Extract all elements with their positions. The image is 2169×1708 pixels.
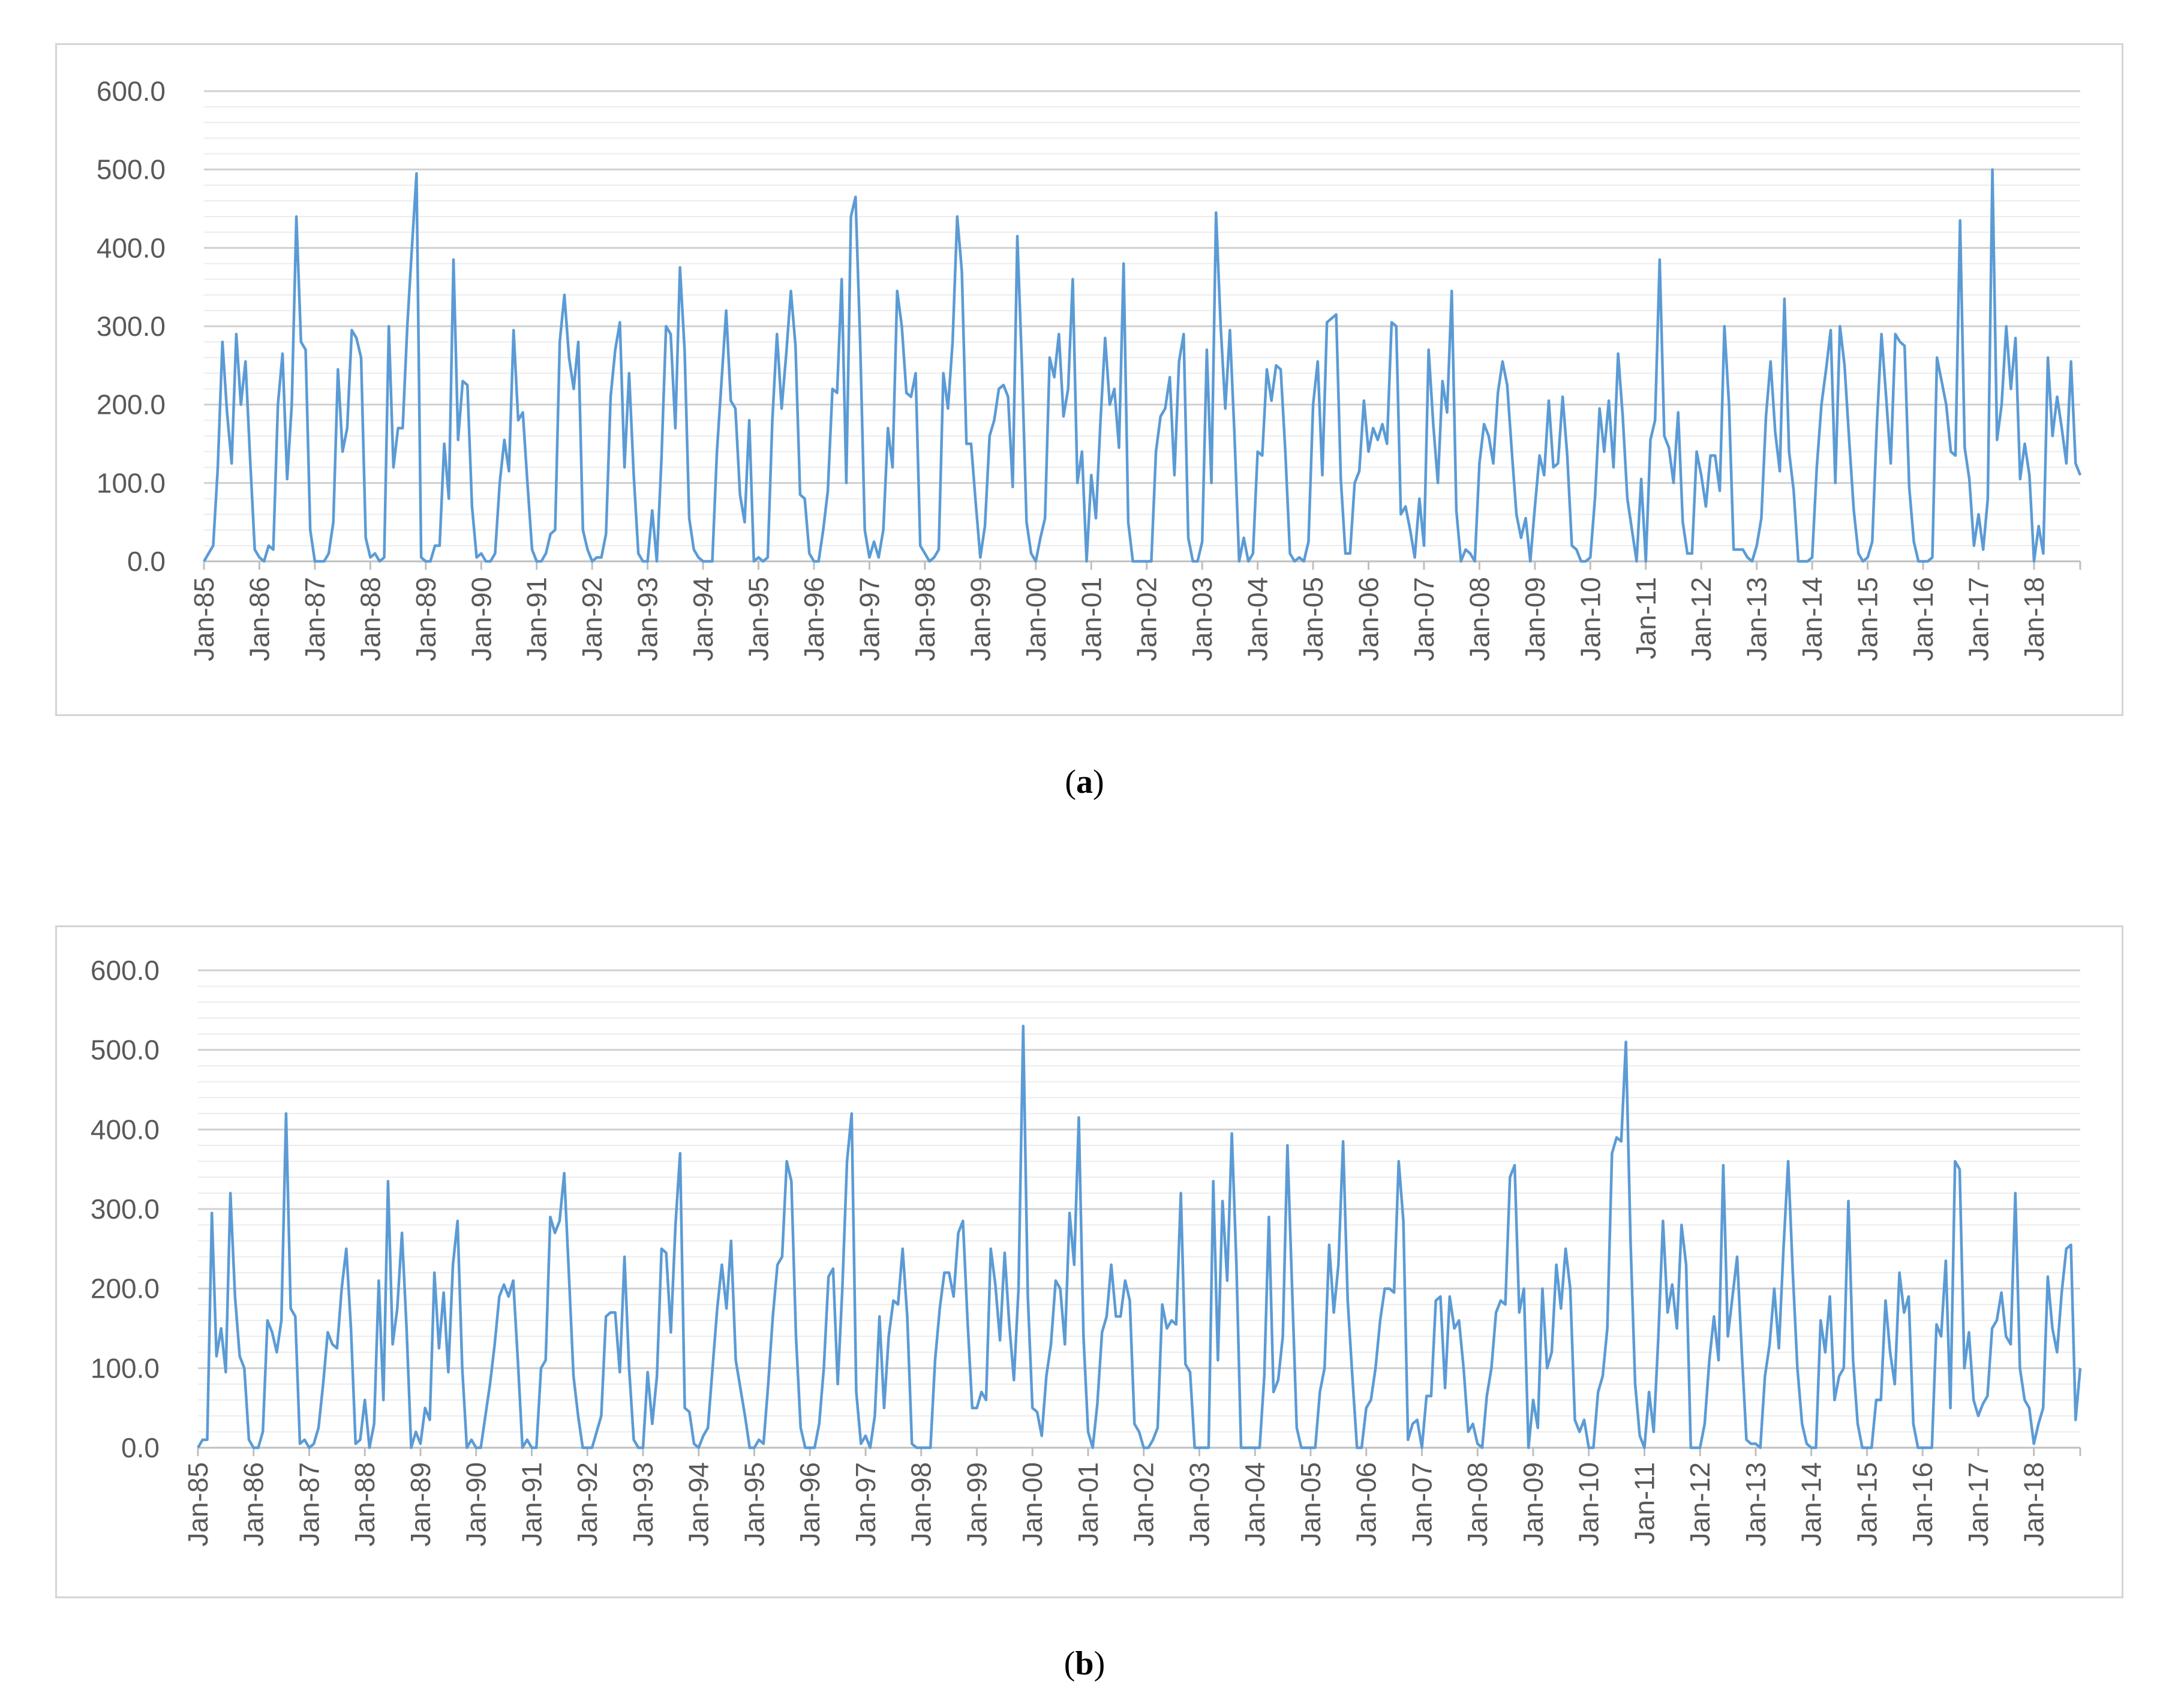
y-tick-label: 400.0 — [97, 232, 166, 263]
x-tick-label: Jan-93 — [632, 577, 663, 661]
chart-a-frame — [55, 43, 2123, 716]
x-tick-label: Jan-94 — [687, 577, 719, 661]
x-tick-label: Jan-09 — [1519, 577, 1551, 661]
x-tick-label: Jan-88 — [355, 577, 386, 661]
caption-b: (b) — [1064, 1645, 1105, 1682]
x-tick-label: Jan-91 — [521, 577, 552, 661]
x-tick-label: Jan-06 — [1353, 577, 1384, 661]
y-tick-label: 600.0 — [97, 76, 166, 107]
x-tick-label: Jan-08 — [1462, 1462, 1493, 1547]
x-tick-label: Jan-14 — [1797, 577, 1828, 661]
x-tick-label: Jan-07 — [1406, 1462, 1437, 1547]
x-tick-label: Jan-90 — [461, 1462, 492, 1547]
x-tick-label: Jan-99 — [965, 577, 996, 661]
x-tick-label: Jan-96 — [798, 577, 830, 661]
x-tick-label: Jan-18 — [2018, 1462, 2050, 1547]
x-tick-label: Jan-88 — [349, 1462, 380, 1547]
x-tick-label: Jan-03 — [1186, 577, 1218, 661]
y-tick-label: 0.0 — [127, 546, 166, 577]
x-tick-label: Jan-99 — [961, 1462, 992, 1547]
x-tick-label: Jan-95 — [743, 577, 774, 661]
x-tick-label: Jan-00 — [1017, 1462, 1048, 1547]
x-tick-label: Jan-97 — [854, 577, 885, 661]
x-tick-label: Jan-92 — [576, 577, 608, 661]
y-tick-label: 200.0 — [91, 1273, 160, 1304]
x-tick-label: Jan-09 — [1518, 1462, 1549, 1547]
x-tick-label: Jan-90 — [465, 577, 497, 661]
x-tick-label: Jan-13 — [1740, 1462, 1771, 1547]
x-tick-label: Jan-10 — [1573, 1462, 1605, 1547]
x-tick-label: Jan-15 — [1852, 577, 1883, 661]
x-tick-label: Jan-12 — [1686, 577, 1717, 661]
x-tick-label: Jan-12 — [1684, 1462, 1716, 1547]
x-tick-label: Jan-13 — [1741, 577, 1773, 661]
x-tick-label: Jan-91 — [516, 1462, 547, 1547]
x-tick-label: Jan-01 — [1076, 577, 1107, 661]
y-tick-label: 0.0 — [121, 1432, 160, 1463]
x-tick-label: Jan-92 — [572, 1462, 603, 1547]
x-tick-label: Jan-04 — [1242, 577, 1273, 661]
x-tick-label: Jan-18 — [2018, 577, 2050, 661]
x-tick-label: Jan-98 — [906, 1462, 937, 1547]
x-tick-label: Jan-02 — [1128, 1462, 1159, 1547]
x-tick-label: Jan-08 — [1464, 577, 1495, 661]
y-tick-label: 100.0 — [97, 467, 166, 498]
x-tick-label: Jan-85 — [188, 577, 220, 661]
y-tick-label: 400.0 — [91, 1114, 160, 1145]
x-tick-label: Jan-87 — [293, 1462, 325, 1547]
x-tick-label: Jan-02 — [1131, 577, 1162, 661]
x-tick-label: Jan-95 — [738, 1462, 770, 1547]
x-tick-label: Jan-03 — [1183, 1462, 1215, 1547]
chart-b: 0.0 100.0 200.0 300.0 400.0 500.0 600.0 Jan-85 J… — [91, 955, 2082, 1547]
x-tick-label: Jan-94 — [683, 1462, 714, 1547]
x-tick-label: Jan-00 — [1020, 577, 1052, 661]
x-tick-label: Jan-14 — [1796, 1462, 1827, 1547]
x-tick-label: Jan-17 — [1963, 1462, 1994, 1547]
y-tick-label: 100.0 — [91, 1352, 160, 1384]
x-tick-label: Jan-89 — [410, 577, 441, 661]
series-line — [197, 1024, 2082, 1450]
x-tick-label: Jan-04 — [1239, 1462, 1270, 1547]
x-tick-label: Jan-01 — [1073, 1462, 1104, 1547]
x-tick-label: Jan-86 — [238, 1462, 269, 1547]
y-tick-label: 200.0 — [97, 389, 166, 420]
caption-a: (a) — [1065, 763, 1104, 801]
x-tick-label: Jan-98 — [909, 577, 941, 661]
x-tick-label: Jan-93 — [627, 1462, 659, 1547]
x-tick-label: Jan-16 — [1907, 1462, 1938, 1547]
x-tick-label: Jan-11 — [1630, 577, 1662, 659]
x-tick-label: Jan-96 — [794, 1462, 825, 1547]
x-tick-label: Jan-17 — [1963, 577, 1994, 661]
x-tick-label: Jan-06 — [1351, 1462, 1382, 1547]
x-tick-label: Jan-89 — [405, 1462, 436, 1547]
x-tick-label: Jan-85 — [182, 1462, 214, 1547]
y-tick-label: 500.0 — [91, 1035, 160, 1066]
y-tick-label: 500.0 — [97, 154, 166, 185]
chart-a: 0.0 100.0 200.0 300.0 400.0 500.0 600.0 Jan-85 J… — [97, 76, 2082, 661]
y-tick-label: 300.0 — [91, 1193, 160, 1225]
x-tick-label: Jan-05 — [1297, 577, 1329, 661]
y-tick-label: 300.0 — [97, 311, 166, 342]
x-tick-label: Jan-05 — [1295, 1462, 1326, 1547]
x-tick-label: Jan-15 — [1851, 1462, 1882, 1547]
y-tick-label: 600.0 — [91, 955, 160, 986]
x-tick-label: Jan-87 — [299, 577, 331, 661]
series-line — [203, 168, 2082, 563]
x-tick-label: Jan-97 — [850, 1462, 881, 1547]
x-tick-label: Jan-11 — [1629, 1462, 1660, 1544]
x-tick-label: Jan-10 — [1575, 577, 1606, 661]
x-tick-label: Jan-86 — [244, 577, 275, 661]
x-tick-label: Jan-16 — [1907, 577, 1939, 661]
x-tick-label: Jan-07 — [1408, 577, 1440, 661]
